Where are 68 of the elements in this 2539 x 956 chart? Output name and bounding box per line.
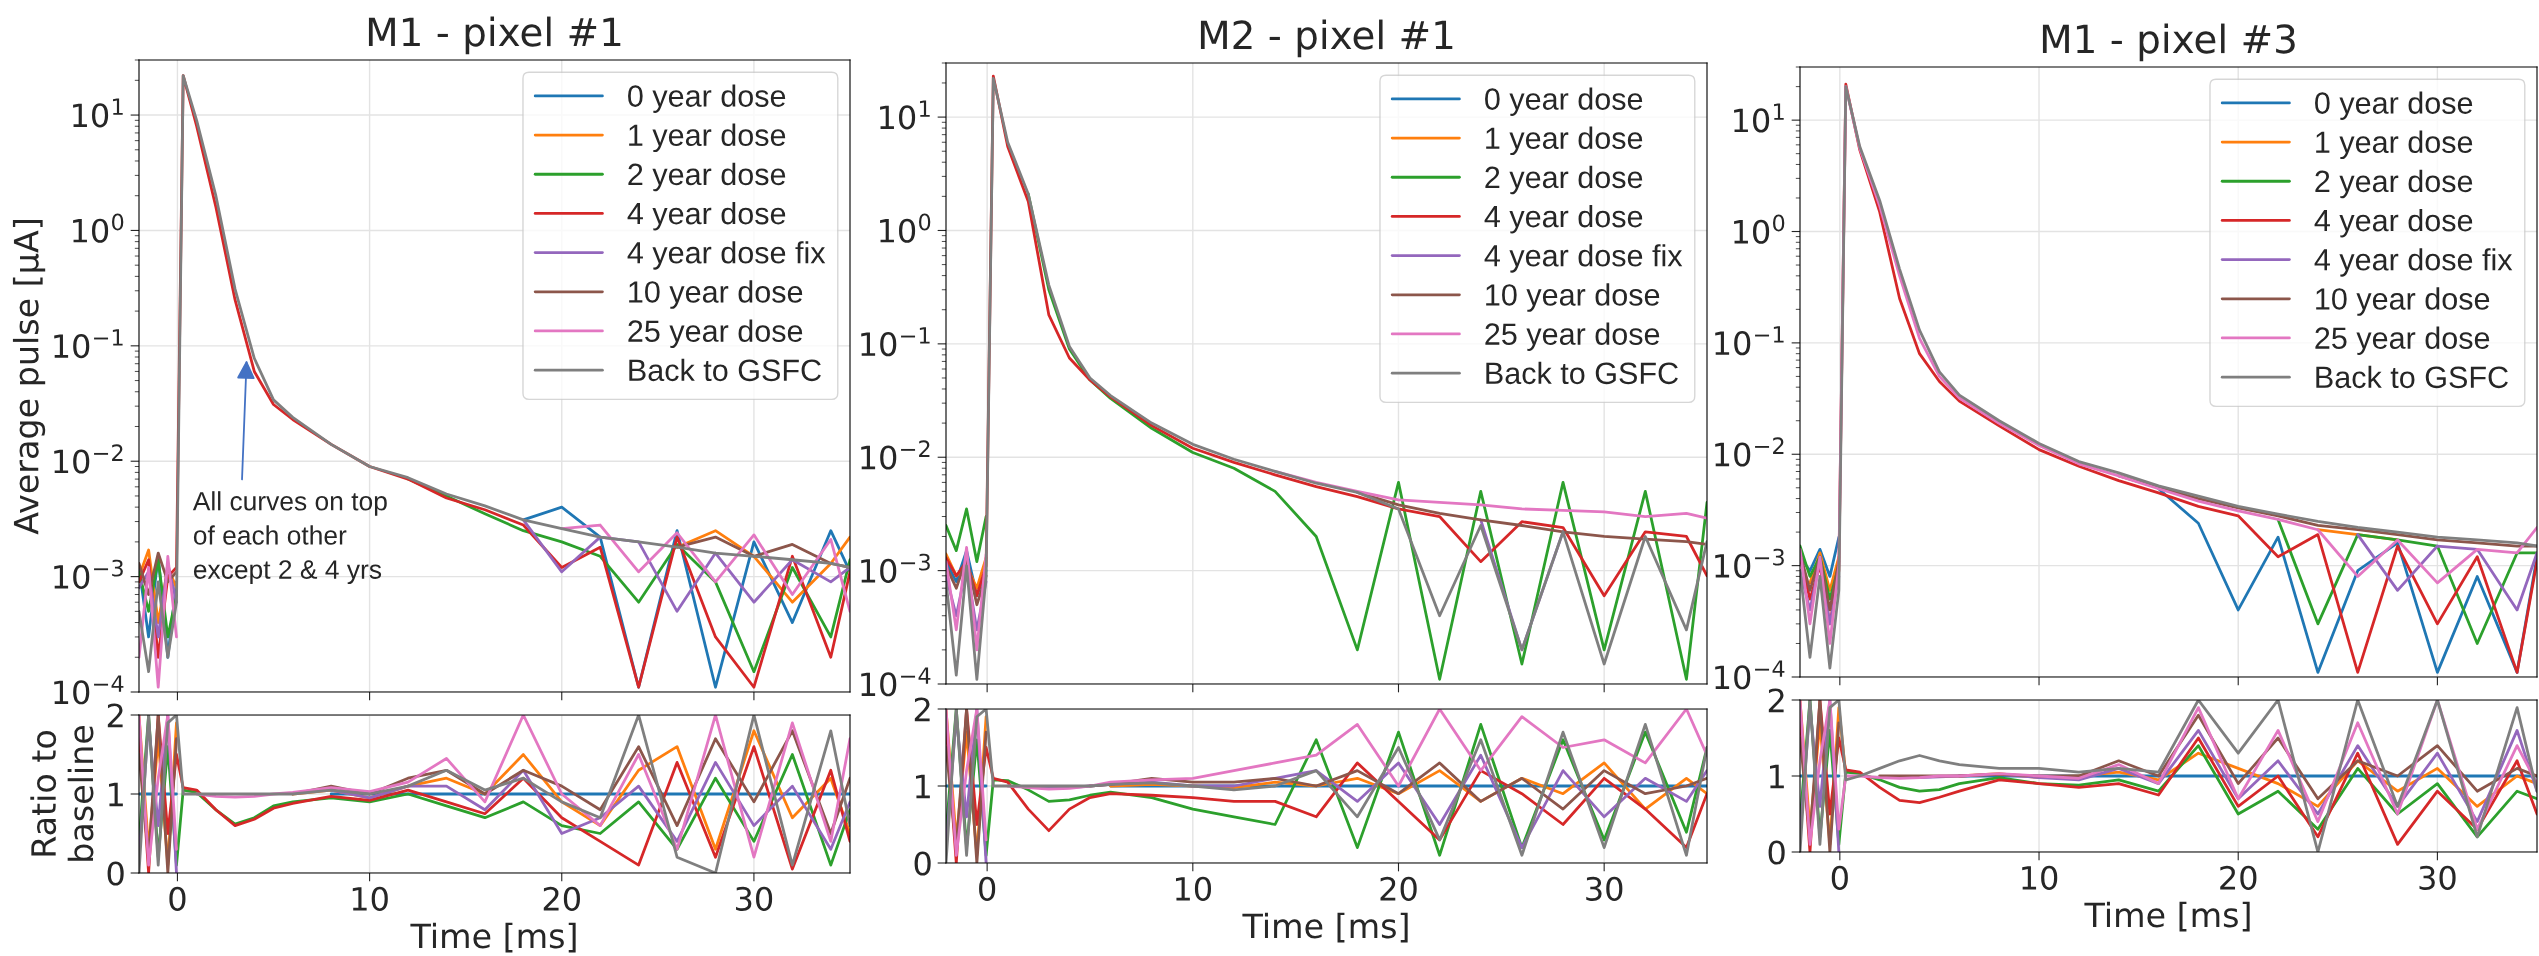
legend-label: 1 year dose: [1486, 126, 1643, 156]
y-tick-label: 10$^{−4}$: [861, 667, 931, 697]
legend-label: 4 year dose: [1484, 204, 1643, 234]
legend-label: 4 year dose: [627, 201, 786, 231]
legend-label: 0 year dose: [1485, 87, 1643, 116]
chart-title: M1 - pixel #1: [368, 16, 621, 55]
y-tick-label: 10$^{1}$: [880, 100, 930, 130]
legend-label: 1 year dose: [2316, 130, 2473, 160]
legend-label: 4 year dose: [2314, 208, 2473, 238]
legend-label: 2 year dose: [1485, 165, 1643, 195]
x-tick-label: 10: [1176, 876, 1212, 901]
x-tick-label: 20: [2220, 865, 2257, 890]
y-tick-label: 10$^{−1}$: [1715, 326, 1784, 356]
x-axis-title: Time [ms]: [410, 922, 576, 953]
y-tick-label: 10$^{−2}$: [1715, 437, 1784, 467]
y-tick-label: 10$^{−3}$: [861, 553, 930, 583]
x-tick-label: 30: [736, 886, 773, 911]
y-axis-title: Average pulse [μA]: [12, 220, 46, 535]
y-tick-label: 10$^{1}$: [1734, 103, 1784, 133]
y-tick-label: 10$^{0}$: [1734, 214, 1785, 244]
y-tick-label: 10$^{−1}$: [861, 327, 930, 357]
chart-title: M1 - pixel #3: [2042, 23, 2295, 62]
legend-label: Back to GSFC: [2316, 365, 2508, 389]
x-tick-label: 10: [352, 886, 388, 911]
chart-title: M2 - pixel #1: [1200, 19, 1453, 58]
x-axis-title: Time [ms]: [1242, 912, 1408, 943]
legend-label: 4 year dose fix: [2314, 248, 2513, 277]
y-tick-label: 2: [107, 703, 123, 728]
y-tick-label: 10$^{−1}$: [54, 329, 123, 359]
x-tick-label: 30: [2419, 865, 2456, 890]
legend-label: 25 year dose: [1485, 322, 1660, 351]
x-tick-label: 20: [1380, 876, 1417, 901]
y-tick-label: 2: [914, 697, 930, 722]
x-tick-label: 0: [979, 876, 996, 901]
x-tick-label: 0: [169, 886, 186, 911]
x-axis-title: Time [ms]: [2084, 901, 2250, 932]
y-tick-label: 1: [108, 782, 123, 807]
annotation: All curves on top of each other except 2 & 4 yrs: [192, 491, 387, 585]
legend-label: 0 year dose: [2315, 91, 2473, 120]
x-tick-label: 30: [1586, 876, 1623, 901]
legend-label: 0 year dose: [628, 84, 786, 113]
y-tick-label: 10$^{0}$: [880, 213, 931, 243]
x-tick-label: 20: [543, 886, 580, 911]
legend-label: 25 year dose: [628, 319, 803, 348]
legend-label: 4 year dose fix: [1484, 244, 1683, 273]
legend-label: 10 year dose: [1486, 283, 1660, 312]
y-tick-label: 10$^{−3}$: [54, 559, 123, 589]
legend-label: 10 year dose: [2316, 287, 2490, 316]
y-tick-label: 10$^{−3}$: [1715, 548, 1784, 578]
legend-label: 10 year dose: [629, 280, 803, 309]
legend-label: Back to GSFC: [629, 358, 821, 382]
y-tick-label: 10$^{−2}$: [861, 440, 930, 470]
legend-label: 4 year dose fix: [627, 241, 826, 270]
legend-label: Back to GSFC: [1486, 361, 1678, 385]
y-tick-label: 10$^{1}$: [73, 98, 123, 128]
x-tick-label: 0: [1831, 865, 1848, 890]
x-tick-label: 10: [2022, 865, 2058, 890]
legend-label: 2 year dose: [2315, 169, 2473, 199]
y-tick-label: 2: [1768, 688, 1784, 713]
legend-label: 1 year dose: [629, 123, 786, 153]
legend-label: 2 year dose: [628, 162, 786, 192]
y-axis-title: Ratio to baseline: [30, 725, 94, 861]
y-tick-label: 0: [1768, 840, 1785, 865]
y-tick-label: 1: [915, 774, 930, 799]
legend-label: 25 year dose: [2315, 326, 2490, 355]
y-tick-label: 10$^{−2}$: [54, 444, 123, 474]
y-tick-label: 10$^{0}$: [73, 213, 124, 243]
y-tick-label: 1: [1769, 764, 1784, 789]
